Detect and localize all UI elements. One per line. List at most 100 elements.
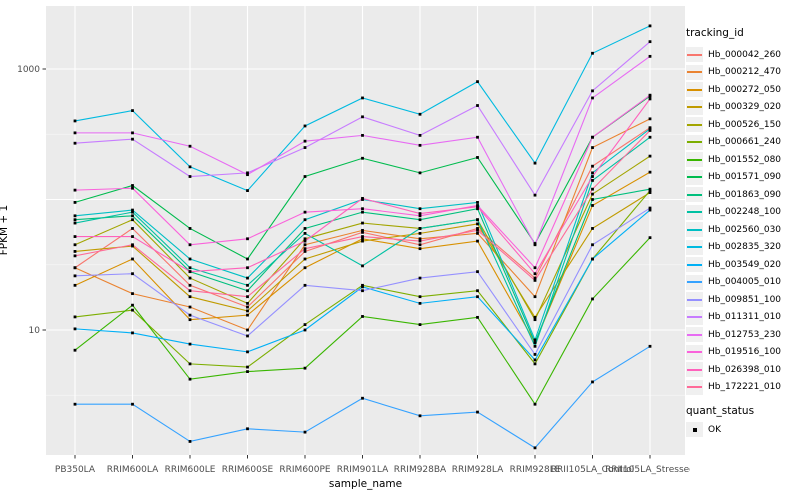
data-point [303, 210, 307, 214]
legend-item-label: Hb_000042_260 [708, 49, 782, 60]
data-point [361, 396, 364, 400]
data-point [246, 257, 249, 261]
data-point [418, 227, 422, 230]
data-point [648, 135, 652, 139]
data-point [131, 292, 134, 296]
data-point [131, 210, 134, 214]
data-point [246, 276, 249, 280]
data-point [476, 222, 479, 226]
data-point [418, 207, 422, 211]
data-point [591, 204, 594, 207]
x-tick-label: RRIM600SE [222, 465, 274, 475]
legend-key-line-icon [686, 99, 703, 115]
data-point [418, 247, 422, 251]
data-point [648, 97, 652, 101]
data-point [533, 161, 537, 165]
data-point [418, 276, 422, 280]
legend-key-line-icon [686, 309, 703, 325]
data-point [648, 170, 652, 174]
data-point [361, 228, 364, 232]
quant-legend-items: OK [686, 421, 798, 439]
data-point [648, 206, 652, 210]
data-point [303, 323, 307, 326]
data-point [476, 227, 479, 230]
data-point [476, 289, 479, 293]
legend-item-Hb_004005_010: Hb_004005_010 [686, 274, 798, 292]
data-point [361, 133, 364, 137]
legend-key-line-icon [686, 292, 703, 308]
data-point [648, 93, 652, 97]
data-point [533, 315, 537, 319]
data-point [591, 171, 594, 175]
data-point [591, 187, 594, 191]
data-point [73, 283, 77, 287]
data-point [533, 272, 537, 276]
data-point [418, 143, 422, 147]
data-point [648, 344, 652, 348]
data-point [303, 257, 307, 261]
legend-item-Hb_002248_100: Hb_002248_100 [686, 204, 798, 222]
legend-key-line-icon [686, 362, 703, 378]
data-point [591, 89, 594, 93]
data-point [303, 231, 307, 235]
x-tick-label: RRIM928BA [394, 465, 447, 475]
data-point [131, 235, 134, 238]
data-point [188, 144, 192, 148]
data-point [246, 189, 249, 193]
data-point [188, 342, 192, 346]
legend-item-label: Hb_001863_090 [708, 189, 782, 200]
data-point [476, 218, 479, 222]
data-point [131, 402, 134, 406]
data-point [246, 171, 249, 175]
legend-key-line-icon [686, 117, 703, 133]
data-point [303, 139, 307, 143]
data-point [303, 328, 307, 332]
data-point [188, 175, 192, 178]
legend-title-tracking-id: tracking_id [686, 27, 744, 39]
legend-item-Hb_000212_470: Hb_000212_470 [686, 64, 798, 82]
data-point [476, 239, 479, 243]
data-point [476, 295, 479, 299]
data-point [188, 313, 192, 317]
quant-legend-item-label: OK [708, 424, 721, 435]
data-point [361, 196, 364, 200]
data-point [648, 54, 652, 58]
data-point [418, 323, 422, 326]
data-point [246, 301, 249, 305]
data-point [418, 237, 422, 241]
data-point [476, 410, 479, 414]
data-point [73, 188, 77, 192]
legend-key-line-icon [686, 47, 703, 63]
x-axis-title: sample_name [328, 478, 403, 490]
data-point [73, 327, 77, 331]
data-point [73, 221, 77, 225]
data-point [73, 218, 77, 222]
data-point [73, 266, 77, 270]
data-point [131, 218, 134, 222]
data-point [591, 146, 594, 149]
data-point [591, 227, 594, 230]
data-point [476, 228, 479, 232]
data-point [73, 201, 77, 204]
legend-item-Hb_000661_240: Hb_000661_240 [686, 134, 798, 152]
legend-key-point-icon [686, 422, 703, 438]
legend-key-line-icon [686, 344, 703, 360]
data-point [361, 239, 364, 243]
data-point [361, 283, 364, 287]
data-point [131, 303, 134, 307]
legend-item-label: Hb_002248_100 [708, 207, 782, 218]
data-point [303, 239, 307, 243]
data-point [533, 318, 537, 322]
data-point [188, 266, 192, 270]
data-point [131, 186, 134, 190]
data-point [591, 164, 594, 168]
data-point [418, 218, 422, 222]
data-point [303, 247, 307, 251]
legend-title-quant-status: quant_status [686, 405, 755, 417]
data-point [591, 192, 594, 196]
legend-item-label: Hb_019516_100 [708, 347, 782, 358]
data-point [73, 254, 77, 258]
data-point [418, 171, 422, 175]
data-point [591, 257, 594, 261]
data-point [533, 266, 537, 270]
